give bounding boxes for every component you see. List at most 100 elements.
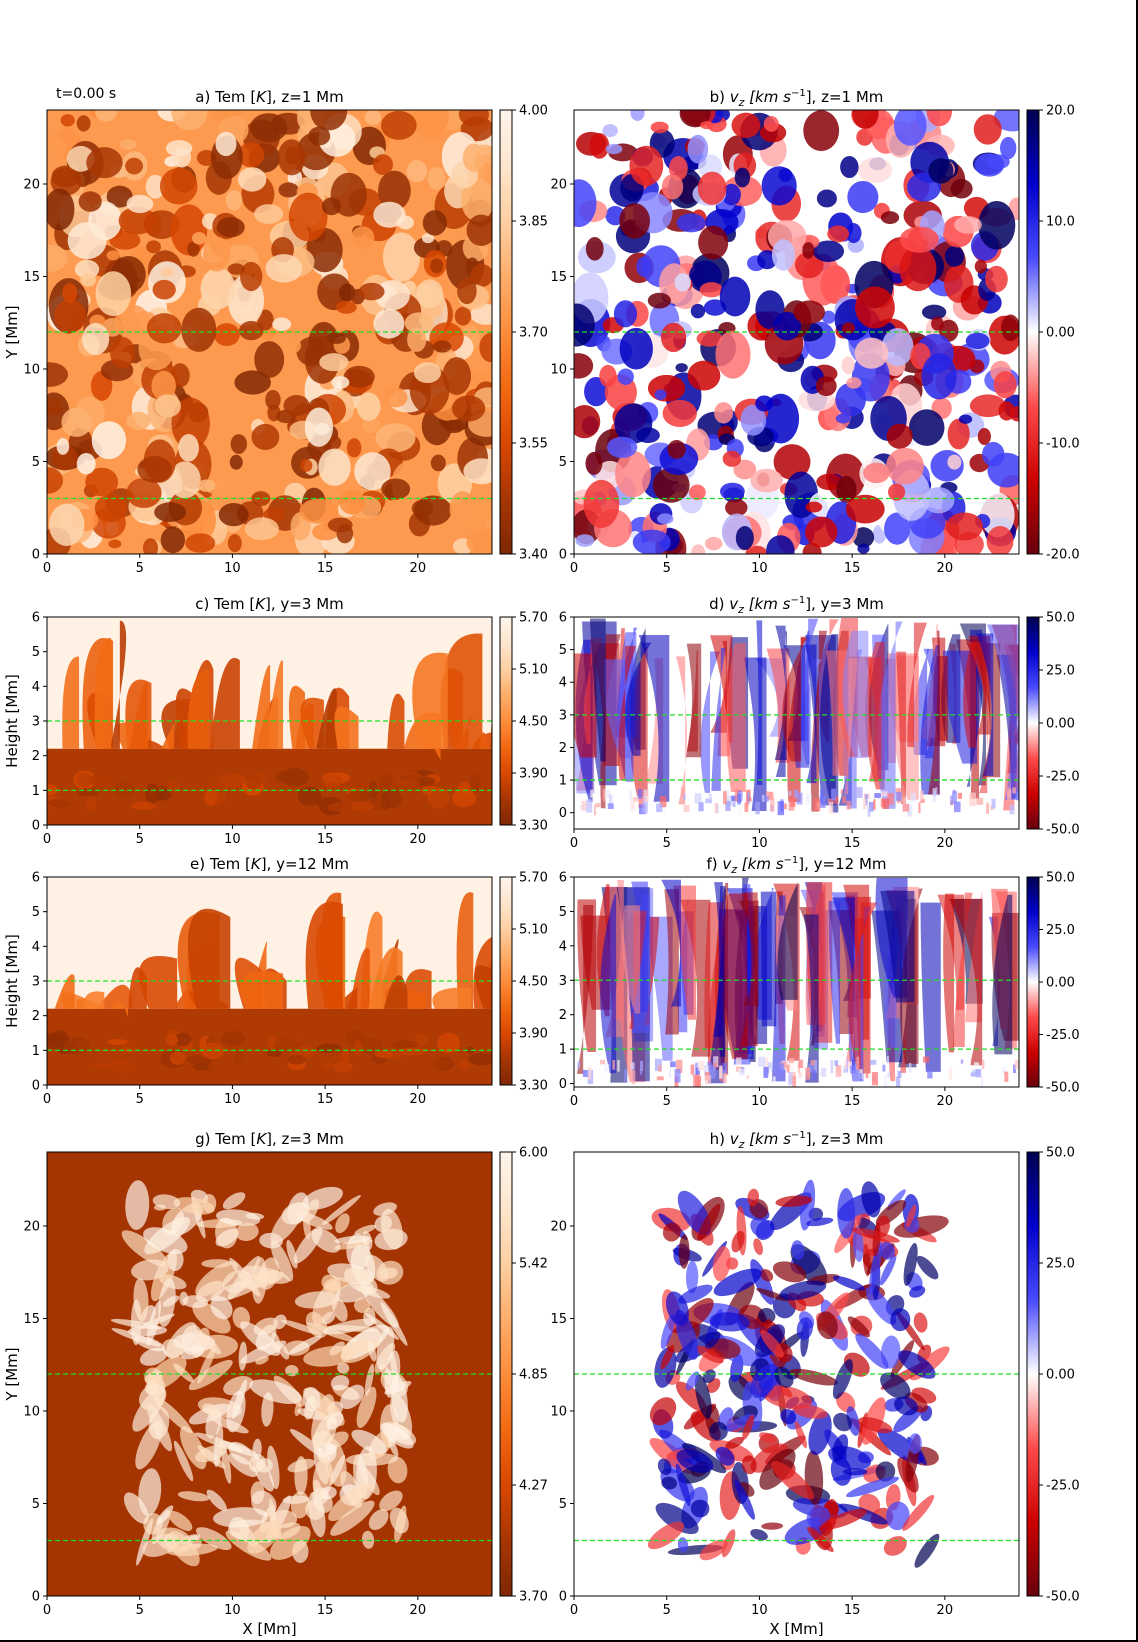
colorbar-tick-label: 3.70 [519,326,548,341]
y-tick-label: 5 [559,455,567,470]
colorbar-a: 3.40 3.55 3.70 3.85 4.00 [499,104,548,563]
x-tick-label: 20 [937,1603,954,1618]
x-tick-label: 15 [844,1603,861,1618]
y-tick-label: 2 [559,1008,567,1023]
colorbar-tick-label: 50.0 [1046,1146,1075,1161]
y-tick-label: 5 [32,1497,40,1512]
y-tick-label: 15 [550,270,567,285]
x-tick-label: 10 [751,1094,768,1109]
x-tick-label: 20 [410,1603,427,1618]
x-tick-label: 5 [663,836,671,851]
colorbar-tick-label: -20.0 [1046,548,1080,563]
x-tick-label: 20 [937,1094,954,1109]
y-tick-label: 20 [550,1220,567,1235]
x-tick-label: 0 [43,1603,51,1618]
y-tick-label: 5 [32,455,40,470]
y-tick-label: 6 [32,871,40,886]
panel-a: 0 5 10 15 20 0 5 10 15 20 a) Tem [K], z=1 Mm Y [Mm]… [3,88,548,576]
colorbar-tick-label: 5.42 [519,1257,548,1272]
y-tick-label: 3 [559,708,567,723]
colorbar-f: -50.0 -25.0 0.00 25.0 50.0 [1026,871,1080,1096]
colorbar-tick-label: 3.30 [519,1079,548,1094]
x-tick-label: 10 [751,1603,768,1618]
y-tick-label: 2 [32,749,40,764]
y-tick-label: 4 [559,939,567,954]
y-tick-label: 20 [23,1220,40,1235]
y-tick-label: 1 [32,1044,40,1059]
x-tick-label: 15 [317,1092,334,1107]
x-tick-label: 15 [317,832,334,847]
y-tick-label: 15 [23,270,40,285]
colorbar-tick-label: 4.50 [519,975,548,990]
x-tick-label: 10 [224,1603,241,1618]
colorbar-tick-label: 0.00 [1046,1368,1075,1383]
time-label: t=0.00 s [56,86,116,102]
x-tick-label: 0 [570,836,578,851]
x-axis-label: X [Mm] [769,1620,823,1638]
figure-right-edge [1136,0,1138,1642]
colorbar-tick-label: 25.0 [1046,664,1075,679]
y-tick-label: 5 [32,905,40,920]
y-tick-label: 3 [32,975,40,990]
x-tick-label: 5 [663,1603,671,1618]
y-tick-label: 3 [559,974,567,989]
colorbar-tick-label: -50.0 [1046,1081,1080,1096]
panel-d: 0 5 10 15 20 0 1 2 3 4 5 6 d) vz [km s−1], y=3 Mm -50… [559,595,1080,851]
colorbar-tick-label: 4.27 [519,1479,548,1494]
colorbar-g: 3.70 4.27 4.85 5.42 6.00 [499,1146,548,1605]
x-tick-label: 15 [317,1603,334,1618]
x-tick-label: 20 [410,1092,427,1107]
colorbar-tick-label: 25.0 [1046,1257,1075,1272]
y-tick-label: 10 [550,363,567,378]
y-tick-label: 10 [23,363,40,378]
colorbar-tick-label: 50.0 [1046,871,1075,886]
y-axis-label: Y [Mm] [3,305,21,359]
colorbar-tick-label: 0.00 [1046,326,1075,341]
x-tick-label: 10 [751,836,768,851]
y-tick-label: 0 [559,1590,567,1605]
colorbar-d: -50.0 -25.0 0.00 25.0 50.0 [1026,611,1080,838]
y-tick-label: 0 [559,1077,567,1092]
colorbar-tick-label: 20.0 [1046,104,1075,119]
y-tick-label: 6 [559,871,567,886]
colorbar-h: -50.0 -25.0 0.00 25.0 50.0 [1026,1146,1080,1605]
panel-title: d) vz [km s−1], y=3 Mm [709,595,884,616]
x-tick-label: 5 [136,832,144,847]
y-tick-label: 20 [550,178,567,193]
y-tick-label: 0 [32,1590,40,1605]
colorbar-tick-label: 4.00 [519,104,548,119]
colorbar-e: 3.30 3.90 4.50 5.10 5.70 [499,871,548,1094]
axes-frame [573,1151,1020,1597]
colorbar-tick-label: -25.0 [1046,1479,1080,1494]
colorbar-tick-label: 3.70 [519,1590,548,1605]
colorbar-c: 3.30 3.90 4.50 5.10 5.70 [499,611,548,834]
panel-c: 0 5 10 15 20 0 1 2 3 4 5 6 c) Tem [K], y=3 Mm Height … [3,595,548,847]
x-tick-label: 5 [136,1603,144,1618]
heatmap-image-e [47,877,492,1085]
x-tick-label: 0 [570,1094,578,1109]
figure-bottom-edge [0,1640,1138,1642]
heatmap-image-c [47,617,492,825]
panel-title: a) Tem [K], z=1 Mm [195,88,343,106]
colorbar-tick-label: 5.10 [519,923,548,938]
colorbar-tick-label: -50.0 [1046,1590,1080,1605]
x-tick-label: 20 [937,836,954,851]
y-tick-label: 1 [559,774,567,789]
y-tick-label: 2 [32,1009,40,1024]
heatmap-image-a [47,110,492,554]
colorbar-b: -20.0 -10.0 0.00 10.0 20.0 [1026,104,1080,563]
y-tick-label: 5 [559,643,567,658]
x-tick-label: 0 [570,1603,578,1618]
y-tick-label: 10 [550,1405,567,1420]
axes-frame [573,109,1020,555]
y-tick-label: 5 [559,1497,567,1512]
heatmap-image-f [574,877,1019,1087]
x-tick-label: 15 [844,1094,861,1109]
y-tick-label: 0 [32,819,40,834]
colorbar-tick-label: 10.0 [1046,215,1075,230]
colorbar-tick-label: 50.0 [1046,611,1075,626]
y-tick-label: 0 [32,1079,40,1094]
x-tick-label: 20 [937,561,954,576]
panel-g: 0 5 10 15 20 0 5 10 15 20 g) Tem [K], z=3 Mm X [Mm]… [3,1130,548,1638]
heatmap-image-b [574,110,1019,554]
